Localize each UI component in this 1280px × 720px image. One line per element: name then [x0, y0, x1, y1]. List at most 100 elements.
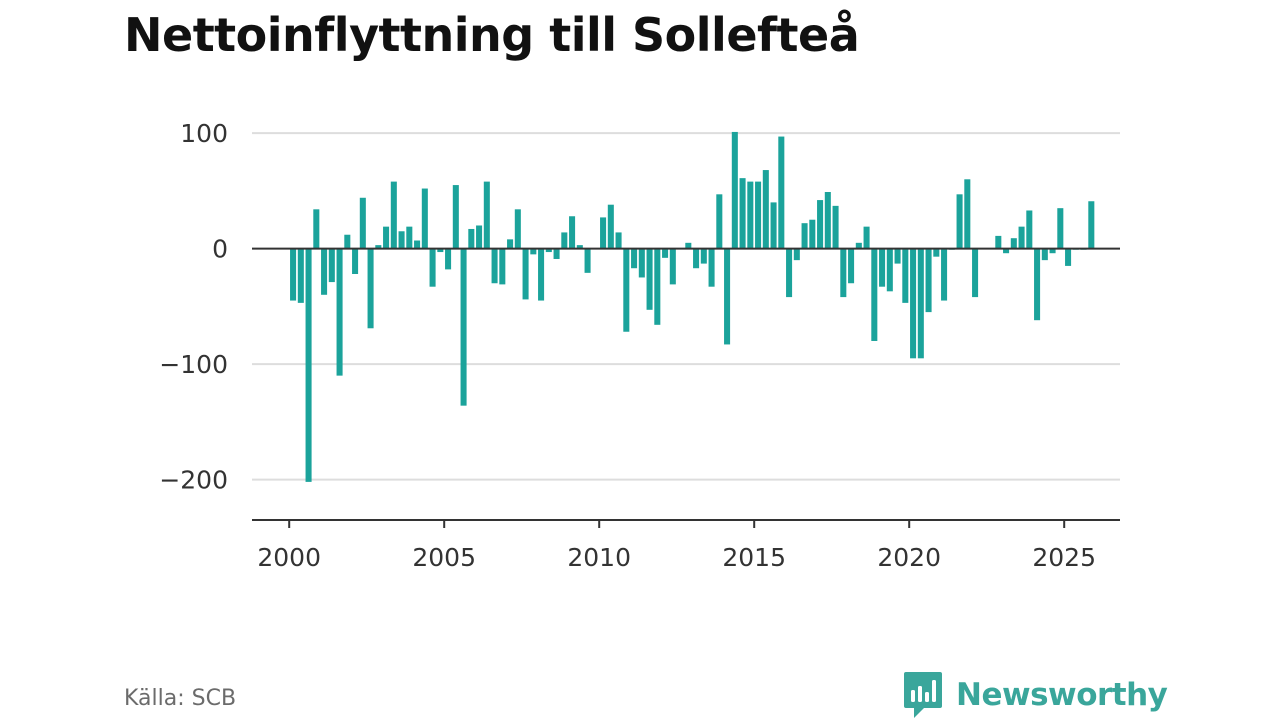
bar	[623, 248, 630, 332]
bar	[770, 202, 777, 249]
bar	[1018, 226, 1025, 249]
bar	[917, 248, 924, 359]
bar	[840, 248, 847, 298]
brand-logo: Newsworthy	[902, 670, 1168, 720]
y-tick-label: 0	[212, 235, 228, 264]
bar	[445, 248, 452, 270]
bar	[297, 248, 304, 303]
bar	[894, 248, 901, 264]
y-tick-label: −100	[159, 350, 228, 379]
source-note: Källa: SCB	[124, 686, 237, 711]
bar	[809, 219, 816, 249]
bar	[383, 226, 390, 249]
bar	[824, 192, 831, 249]
bar	[414, 240, 421, 249]
bar	[530, 248, 537, 255]
x-tick-label: 2000	[257, 543, 321, 572]
bar	[964, 179, 971, 249]
bar	[755, 181, 762, 249]
bar	[483, 181, 490, 249]
bar	[879, 248, 886, 287]
bar	[290, 248, 297, 301]
bar	[398, 231, 405, 249]
bar	[731, 131, 738, 249]
chart-title: Nettoinflyttning till Sollefteå	[124, 8, 860, 62]
bar	[1057, 208, 1064, 249]
bar	[584, 248, 591, 273]
bar	[538, 248, 545, 301]
bar	[421, 188, 428, 249]
bar	[491, 248, 498, 284]
bar	[321, 248, 328, 295]
brand-name: Newsworthy	[956, 677, 1168, 713]
bar	[1034, 248, 1041, 321]
bar	[654, 248, 661, 325]
x-tick-label: 2025	[1032, 543, 1096, 572]
bar	[762, 170, 769, 249]
x-tick-label: 2015	[722, 543, 786, 572]
bar	[631, 248, 638, 269]
bar	[786, 248, 793, 298]
bar	[902, 248, 909, 303]
bar	[1026, 210, 1033, 249]
bar	[615, 232, 622, 249]
bar	[1088, 201, 1095, 249]
bar	[832, 205, 839, 249]
bar	[848, 248, 855, 284]
bar	[669, 248, 676, 285]
bar	[507, 239, 514, 249]
bar	[305, 248, 312, 482]
bar	[607, 204, 614, 249]
bars	[290, 131, 1095, 482]
bar	[545, 248, 552, 253]
bar	[716, 194, 723, 249]
bar	[886, 248, 893, 292]
bar	[476, 225, 483, 249]
bar	[336, 248, 343, 376]
bar	[344, 234, 351, 249]
newsworthy-logo-icon	[904, 672, 942, 718]
bar	[747, 181, 754, 249]
bar	[437, 248, 444, 253]
bar	[817, 200, 824, 249]
bar	[700, 248, 707, 264]
x-tick-label: 2005	[412, 543, 476, 572]
bar	[956, 194, 963, 249]
bar	[941, 248, 948, 301]
bar	[1049, 248, 1056, 254]
bar	[638, 248, 645, 278]
bar	[1065, 248, 1072, 266]
bar	[662, 248, 669, 258]
bar	[855, 242, 862, 249]
bar	[863, 226, 870, 249]
bar	[801, 223, 808, 249]
bar	[685, 242, 692, 249]
bar	[514, 209, 521, 249]
bar	[406, 226, 413, 249]
bar	[460, 248, 467, 406]
bar	[600, 217, 607, 249]
bar	[390, 181, 397, 249]
bar	[925, 248, 932, 313]
bar	[646, 248, 653, 310]
axes	[252, 247, 1120, 528]
bar	[910, 248, 917, 359]
bar	[871, 248, 878, 341]
bar	[1041, 248, 1048, 261]
bar	[693, 248, 700, 269]
bar	[429, 248, 436, 287]
y-tick-label: 100	[180, 119, 228, 148]
bar	[359, 197, 366, 249]
bar	[1003, 248, 1010, 254]
bar	[972, 248, 979, 298]
bar	[468, 228, 475, 249]
bar	[561, 232, 568, 249]
bar	[328, 248, 335, 283]
bar	[995, 235, 1002, 249]
bar	[375, 245, 382, 249]
gridlines	[252, 132, 1120, 481]
bar	[452, 185, 459, 249]
bar	[352, 248, 359, 274]
bar	[576, 245, 583, 249]
